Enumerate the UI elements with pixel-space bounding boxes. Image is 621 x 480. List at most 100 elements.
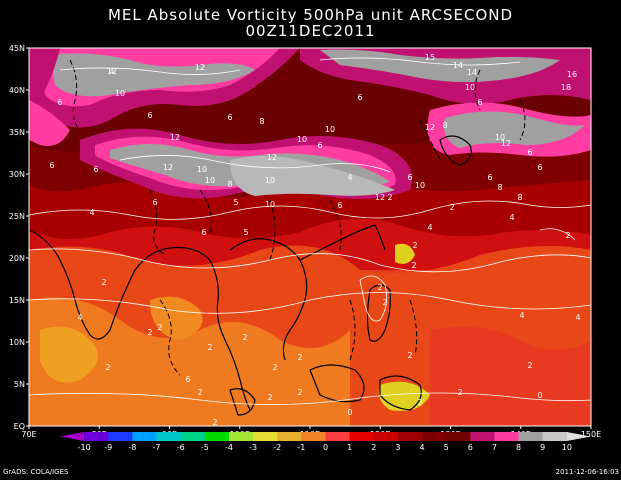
contour-label: 12 bbox=[107, 67, 117, 76]
contour-label: 6 bbox=[147, 111, 152, 120]
colorbar-swatch bbox=[108, 432, 133, 441]
contour-label: 2 bbox=[382, 298, 387, 307]
contour-label: 14 bbox=[453, 61, 463, 70]
lat-label: EQ bbox=[14, 422, 25, 431]
contour-label: 2 bbox=[297, 388, 302, 397]
contour-label: 2 bbox=[449, 203, 454, 212]
contour-label: 2 bbox=[457, 388, 462, 397]
colorbar-swatch bbox=[204, 432, 230, 441]
contour-label: 2 bbox=[297, 353, 302, 362]
contour-label: 6 bbox=[227, 113, 232, 122]
contour-label: 8 bbox=[227, 180, 232, 189]
contour-label: 8 bbox=[259, 117, 264, 126]
colorbar-label: 2 bbox=[371, 443, 376, 452]
contour-label: 6 bbox=[477, 98, 482, 107]
contour-label: 6 bbox=[93, 165, 98, 174]
contour-label: 6 bbox=[487, 173, 492, 182]
contour-label: 4 bbox=[347, 173, 352, 182]
colorbar-label: 10 bbox=[562, 443, 572, 452]
contour-label: 2 bbox=[527, 361, 532, 370]
colorbar-label: -6 bbox=[177, 443, 185, 452]
contour-label: 2 bbox=[387, 193, 392, 202]
contour-label: 12 bbox=[425, 123, 435, 132]
contour-label: 6 bbox=[357, 93, 362, 102]
contour-label: 10 bbox=[415, 181, 425, 190]
contour-label: 12 bbox=[195, 63, 205, 72]
colorbar-swatch bbox=[60, 432, 85, 441]
dashed-contours bbox=[69, 59, 526, 376]
colorbar-swatch bbox=[325, 432, 351, 441]
contour-label: 2 bbox=[272, 363, 277, 372]
lat-label: 20N bbox=[9, 254, 25, 263]
colorbar-swatch bbox=[446, 432, 471, 441]
contour-label: 4 bbox=[519, 311, 524, 320]
colorbar-label: -8 bbox=[128, 443, 136, 452]
contour-label: 0 bbox=[347, 408, 352, 417]
contour-label: 8 bbox=[442, 121, 447, 130]
contour-label: 4 bbox=[109, 67, 114, 76]
colorbar-label: -2 bbox=[273, 443, 281, 452]
colorbar-swatch bbox=[542, 432, 568, 441]
colorbar-label: 5 bbox=[444, 443, 449, 452]
contour-label: 6 bbox=[407, 173, 412, 182]
contour-label: 6 bbox=[152, 198, 157, 207]
lat-label: 5N bbox=[14, 380, 25, 389]
white-contours bbox=[29, 57, 591, 405]
contour-label: 10 bbox=[495, 133, 505, 142]
contour-label: 6 bbox=[201, 228, 206, 237]
contour-label: 8 bbox=[497, 183, 502, 192]
lat-label: 30N bbox=[9, 170, 25, 179]
colorbar-swatch bbox=[566, 432, 591, 441]
contour-label: 12 bbox=[170, 133, 180, 142]
contour-label: 6 bbox=[49, 161, 54, 170]
contour-label: 6 bbox=[537, 163, 542, 172]
colorbar-swatch bbox=[518, 432, 544, 441]
colorbar-label: 8 bbox=[516, 443, 521, 452]
colorbar-swatch bbox=[422, 432, 447, 441]
contour-label: 6 bbox=[57, 98, 62, 107]
contour-label: 10 bbox=[325, 125, 335, 134]
colorbar-swatch bbox=[228, 432, 254, 441]
contour-label: 2 bbox=[565, 231, 570, 240]
contour-label: 2 bbox=[407, 351, 412, 360]
contour-label: 12 bbox=[267, 153, 277, 162]
contour-label: 0 bbox=[537, 391, 542, 400]
colorbar-swatch bbox=[253, 432, 278, 441]
latitude-axis: 45N 40N 35N 30N 25N 20N 15N 10N 5N EQ bbox=[9, 44, 29, 431]
colorbar-swatch bbox=[397, 432, 423, 441]
contour-label: 2 bbox=[411, 261, 416, 270]
colorbar-swatch bbox=[132, 432, 158, 441]
colorbar-label: 0 bbox=[323, 443, 328, 452]
contour-label: 14 bbox=[467, 68, 477, 77]
contour-label: 6 bbox=[185, 375, 190, 384]
contour-label: 4 bbox=[509, 213, 514, 222]
contour-label: 18 bbox=[561, 83, 571, 92]
contour-label: 2 bbox=[105, 363, 110, 372]
contour-label: 4 bbox=[77, 313, 82, 322]
contour-label: 2 bbox=[157, 323, 162, 332]
contour-label: 2 bbox=[212, 418, 217, 427]
colorbar-label: 6 bbox=[468, 443, 473, 452]
contour-label: 6 bbox=[337, 201, 342, 210]
contour-label: 10 bbox=[205, 176, 215, 185]
lat-label: 15N bbox=[9, 296, 25, 305]
lon-label: 150E bbox=[581, 430, 601, 439]
contour-label: 15 bbox=[425, 53, 435, 62]
colorbar-swatch bbox=[84, 432, 109, 441]
colorbar-label: -3 bbox=[249, 443, 257, 452]
contour-label: 4 bbox=[575, 313, 580, 322]
timestamp: 2011-12-06-16:03 bbox=[555, 468, 619, 476]
contour-label: 2 bbox=[101, 278, 106, 287]
colorbar-label: 3 bbox=[395, 443, 400, 452]
colorbar-swatch bbox=[156, 432, 182, 441]
map-date: 00Z11DEC2011 bbox=[245, 22, 376, 40]
colorbar-swatch bbox=[180, 432, 206, 441]
map-title: MEL Absolute Vorticity 500hPa unit ARCSE… bbox=[107, 6, 514, 24]
colorbar-label: 9 bbox=[540, 443, 545, 452]
contour-label: 2 bbox=[197, 388, 202, 397]
contour-label: 2 bbox=[412, 241, 417, 250]
contour-label: 12 bbox=[501, 139, 511, 148]
lat-label: 40N bbox=[9, 86, 25, 95]
colorbar-label: 7 bbox=[492, 443, 497, 452]
